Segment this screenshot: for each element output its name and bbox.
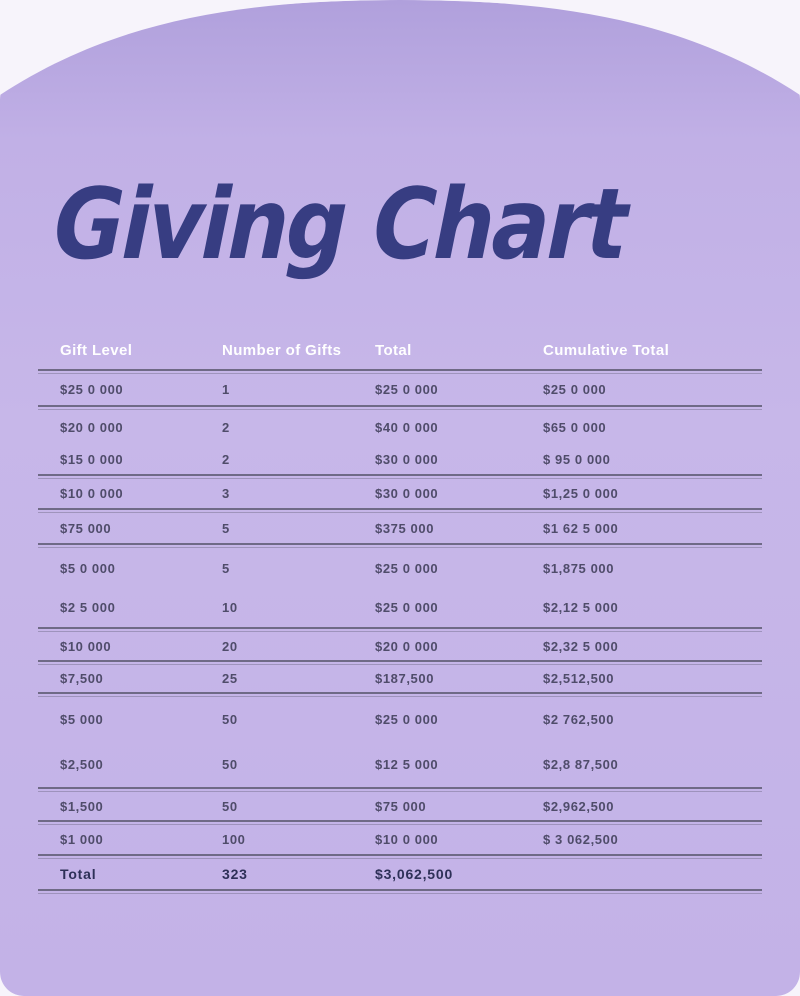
cell-number-of-gifts: 10 <box>222 600 238 615</box>
cell-number-of-gifts: 100 <box>222 832 246 847</box>
cell-cumulative-total: $2,8 87,500 <box>543 756 619 772</box>
cell-gift-level: $1 000 <box>60 832 104 847</box>
cell-gift-level: $7,500 <box>60 671 104 686</box>
cell-total: $20 0 000 <box>375 638 439 654</box>
table-row: $1 000 100 $10 0 000 $ 3 062,500 <box>38 825 762 854</box>
cell-gift-level: $5 000 <box>60 711 104 727</box>
page-title: Giving Chart <box>52 168 627 282</box>
cell-gift-level: $10 0 000 <box>60 486 124 501</box>
table-row: $75 000 5 $375 000 $1 62 5 000 <box>38 513 762 543</box>
row-divider-line <box>38 820 762 825</box>
cell-number-of-gifts: 50 <box>222 756 238 772</box>
table-row: $2,500 50 $12 5 000 $2,8 87,500 <box>38 741 762 787</box>
table-row: $20 0 000 2 $40 0 000 $65 0 000 <box>38 410 762 444</box>
cell-gift-level: $10 000 <box>60 638 112 654</box>
row-divider-line <box>38 627 762 632</box>
table-row: $2 5 000 10 $25 0 000 $2,12 5 000 <box>38 588 762 627</box>
row-divider-line <box>38 405 762 410</box>
cell-number-of-gifts: 50 <box>222 798 238 814</box>
cell-total: $25 0 000 <box>375 560 439 576</box>
cell-cumulative-total: $1,875 000 <box>543 560 615 576</box>
cell-total: $25 0 000 <box>375 382 439 397</box>
cell-total: $25 0 000 <box>375 711 439 727</box>
row-divider-line <box>38 660 762 665</box>
row-divider-line <box>38 543 762 548</box>
cell-cumulative-total: $2,512,500 <box>543 671 615 686</box>
column-header-cumulative-total: Cumulative Total <box>543 342 670 359</box>
cell-number-of-gifts: 323 <box>222 866 248 882</box>
table-row: $15 0 000 2 $30 0 000 $ 95 0 000 <box>38 444 762 474</box>
cell-cumulative-total: $ 3 062,500 <box>543 832 619 847</box>
table-total-row: Total 323 $3,062,500 <box>38 859 762 889</box>
table-row: $10 000 20 $20 0 000 $2,32 5 000 <box>38 632 762 660</box>
cell-number-of-gifts: 2 <box>222 451 230 467</box>
table-row: $5 000 50 $25 0 000 $2 762,500 <box>38 697 762 741</box>
cell-number-of-gifts: 25 <box>222 671 238 686</box>
cell-total: $10 0 000 <box>375 832 439 847</box>
giving-table: Gift Level Number of Gifts Total Cumulative… <box>38 332 762 894</box>
cell-number-of-gifts: 2 <box>222 419 230 435</box>
cell-total: $187,500 <box>375 671 435 686</box>
cell-gift-level: $75 000 <box>60 520 112 536</box>
row-divider-line <box>38 692 762 697</box>
cell-number-of-gifts: 5 <box>222 520 230 536</box>
column-header-total: Total <box>375 342 412 359</box>
cell-total: $75 000 <box>375 798 427 814</box>
cell-gift-level: $2,500 <box>60 756 104 772</box>
table-body: $25 0 000 1 $25 0 000 $25 0 000 $20 0 000 2 $4… <box>38 369 762 894</box>
cell-total: $30 0 000 <box>375 486 439 501</box>
cell-gift-level: $25 0 000 <box>60 382 124 397</box>
row-divider-line <box>38 508 762 513</box>
cell-total: $30 0 000 <box>375 451 439 467</box>
cell-number-of-gifts: 3 <box>222 486 230 501</box>
row-divider-line <box>38 854 762 859</box>
cell-number-of-gifts: 50 <box>222 711 238 727</box>
cell-gift-level: $2 5 000 <box>60 600 116 615</box>
cell-cumulative-total: $2 762,500 <box>543 711 615 727</box>
table-row: $7,500 25 $187,500 $2,512,500 <box>38 665 762 692</box>
cell-number-of-gifts: 5 <box>222 560 230 576</box>
cell-gift-level: $15 0 000 <box>60 451 124 467</box>
row-divider-line <box>38 369 762 374</box>
cell-cumulative-total: $ 95 0 000 <box>543 451 611 467</box>
cell-cumulative-total: $25 0 000 <box>543 382 607 397</box>
cell-cumulative-total: $2,962,500 <box>543 798 615 814</box>
column-header-gift-level: Gift Level <box>60 342 133 359</box>
table-header-row: Gift Level Number of Gifts Total Cumulative… <box>38 332 762 369</box>
cell-total: $12 5 000 <box>375 756 439 772</box>
table-row: $5 0 000 5 $25 0 000 $1,875 000 <box>38 548 762 588</box>
cell-total: $375 000 <box>375 520 435 536</box>
cell-gift-level: Total <box>60 866 97 882</box>
cell-number-of-gifts: 1 <box>222 382 230 397</box>
cell-total: $40 0 000 <box>375 419 439 435</box>
cell-total: $3,062,500 <box>375 866 454 882</box>
table-row: $10 0 000 3 $30 0 000 $1,25 0 000 <box>38 479 762 508</box>
table-row: $1,500 50 $75 000 $2,962,500 <box>38 792 762 820</box>
row-divider-line <box>38 474 762 479</box>
cell-cumulative-total: $65 0 000 <box>543 419 607 435</box>
cell-total: $25 0 000 <box>375 600 439 615</box>
cell-cumulative-total: $2,32 5 000 <box>543 638 619 654</box>
cell-cumulative-total: $1,25 0 000 <box>543 486 619 501</box>
cell-gift-level: $5 0 000 <box>60 560 116 576</box>
cell-gift-level: $1,500 <box>60 798 104 814</box>
cell-cumulative-total: $2,12 5 000 <box>543 600 619 615</box>
row-divider-line <box>38 787 762 792</box>
cell-gift-level: $20 0 000 <box>60 419 124 435</box>
row-divider-line <box>38 889 762 894</box>
column-header-number-of-gifts: Number of Gifts <box>222 342 342 359</box>
cell-number-of-gifts: 20 <box>222 638 238 654</box>
table-row: $25 0 000 1 $25 0 000 $25 0 000 <box>38 374 762 405</box>
cell-cumulative-total: $1 62 5 000 <box>543 520 619 536</box>
